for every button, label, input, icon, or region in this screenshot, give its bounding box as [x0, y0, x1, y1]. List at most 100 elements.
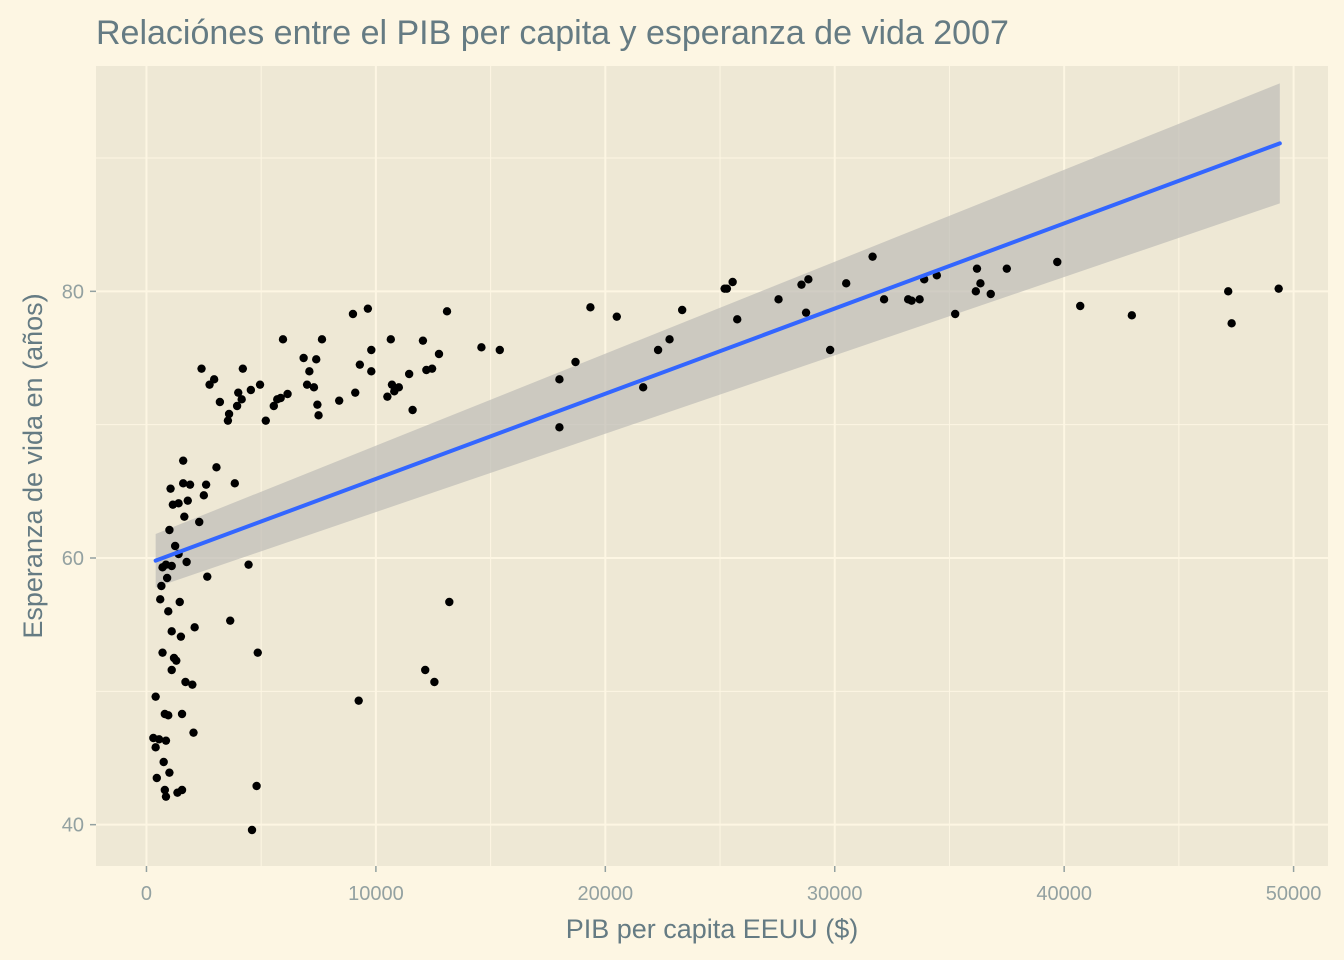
data-point	[177, 785, 187, 795]
data-point	[174, 499, 183, 508]
data-point	[157, 581, 166, 591]
data-point	[201, 480, 211, 489]
data-point	[167, 561, 176, 571]
data-point	[309, 383, 319, 392]
data-point	[299, 353, 308, 363]
x-tick-label: 20000	[578, 883, 634, 905]
data-point	[1274, 284, 1283, 293]
data-point	[185, 480, 195, 489]
confidence-band	[155, 83, 1280, 588]
data-point	[302, 380, 312, 389]
data-point	[445, 597, 454, 607]
data-point	[801, 308, 811, 317]
data-point	[477, 343, 486, 352]
data-point	[278, 335, 288, 344]
data-point	[677, 305, 687, 315]
data-point	[334, 396, 344, 405]
data-point	[161, 736, 171, 745]
data-point	[351, 388, 360, 397]
y-axis-title: Esperanza de vida en (años)	[18, 293, 48, 638]
data-point	[167, 665, 176, 675]
data-point	[317, 335, 327, 344]
data-point	[394, 383, 404, 392]
data-point	[178, 456, 188, 465]
data-point	[950, 309, 960, 319]
data-point	[355, 360, 365, 369]
data-point	[178, 479, 188, 488]
data-point	[1127, 311, 1137, 320]
data-point	[166, 484, 175, 493]
data-point	[555, 423, 564, 432]
data-point	[495, 345, 504, 355]
data-point	[188, 680, 197, 689]
data-point	[164, 711, 173, 720]
data-point	[1002, 264, 1012, 273]
data-point	[232, 401, 242, 411]
data-point	[653, 345, 663, 355]
data-point	[442, 307, 452, 316]
data-point	[226, 616, 235, 625]
data-point	[151, 743, 160, 752]
data-point	[151, 692, 160, 701]
data-point	[234, 388, 243, 397]
data-point	[181, 677, 190, 687]
data-point	[158, 648, 167, 657]
data-point	[348, 309, 358, 319]
data-points	[149, 252, 1283, 835]
data-point	[976, 279, 985, 288]
data-point	[907, 296, 916, 305]
data-point	[244, 560, 253, 569]
data-point	[1053, 257, 1062, 267]
data-point	[195, 517, 204, 527]
data-point	[387, 380, 397, 389]
data-point	[972, 264, 982, 273]
data-point	[165, 768, 174, 777]
x-tick-label: 50000	[1266, 883, 1322, 905]
data-point	[638, 383, 648, 392]
data-point	[261, 416, 270, 425]
data-point	[571, 357, 580, 367]
data-point	[199, 491, 209, 500]
data-point	[252, 781, 261, 791]
confidence-band-layer	[155, 83, 1280, 588]
data-point	[313, 400, 322, 409]
data-point	[183, 496, 192, 505]
data-point	[156, 595, 165, 604]
y-tick-label: 80	[62, 281, 84, 303]
data-point	[255, 380, 265, 389]
data-point	[404, 369, 414, 379]
data-point	[160, 785, 170, 795]
data-point	[868, 252, 877, 261]
data-point	[612, 312, 621, 321]
data-point	[170, 541, 180, 551]
data-point	[253, 648, 262, 657]
data-point	[162, 573, 172, 583]
data-point	[418, 336, 428, 345]
data-point	[215, 397, 225, 407]
data-point	[189, 728, 198, 737]
data-point	[879, 295, 889, 304]
data-point	[283, 389, 292, 399]
data-point	[269, 401, 279, 411]
data-point	[383, 392, 392, 401]
data-point	[986, 289, 995, 299]
data-point	[209, 375, 219, 384]
data-point	[915, 295, 924, 304]
x-tick-label: 0	[141, 883, 152, 905]
data-point	[180, 512, 189, 521]
data-point	[971, 287, 981, 296]
data-point	[804, 275, 813, 284]
x-tick-label: 40000	[1036, 883, 1092, 905]
data-point	[354, 696, 363, 705]
data-point	[154, 735, 164, 744]
data-point	[212, 463, 221, 472]
y-tick-label: 40	[62, 815, 84, 837]
data-point	[367, 367, 376, 376]
data-point	[434, 349, 444, 359]
data-point	[182, 557, 191, 567]
x-axis-title: PIB per capita EEUU ($)	[566, 914, 859, 944]
fit-line	[153, 141, 1282, 563]
data-point	[167, 627, 176, 636]
